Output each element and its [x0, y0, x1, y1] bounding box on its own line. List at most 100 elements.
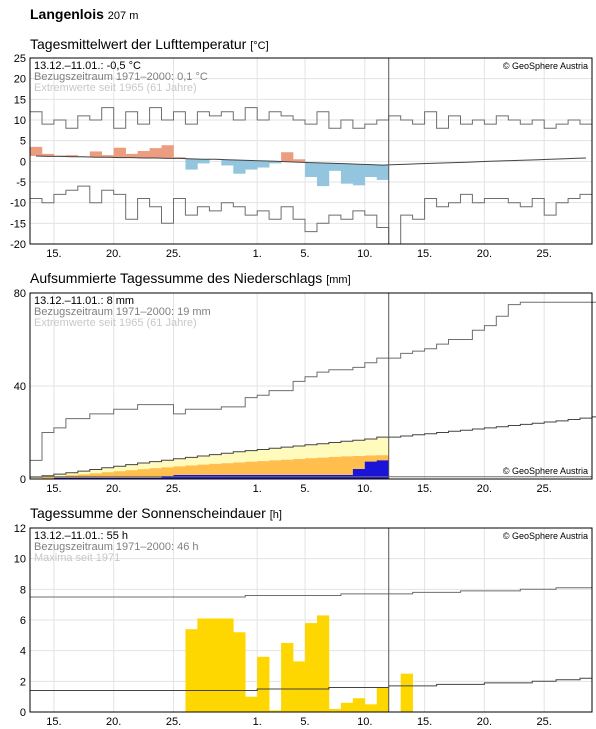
station-header: Langenlois 207 m [30, 6, 138, 22]
sunshine-bar [221, 618, 234, 712]
temperature-unit: [°C] [250, 40, 269, 52]
x-tick-label: 25. [166, 483, 181, 495]
reference-summary: Bezugszeitraum 1971–2000: 0,1 °C [34, 71, 208, 83]
y-tick-label: 80 [14, 288, 26, 300]
y-tick-label: 25 [14, 53, 26, 65]
sunshine-bar [269, 710, 282, 712]
sunshine-bar [328, 708, 342, 712]
temperature-bar [245, 160, 258, 170]
x-tick-label: 20. [477, 248, 492, 260]
normal-precip-line [30, 436, 389, 478]
max-extreme-line [30, 301, 596, 461]
y-tick-label: 20 [14, 74, 26, 86]
plot-frame [29, 527, 593, 713]
x-tick-label: 20. [477, 716, 492, 728]
reference-summary: Bezugszeitraum 1971–2000: 19 mm [34, 306, 211, 318]
y-tick-label: -5 [16, 177, 26, 189]
x-tick-label: 15. [417, 248, 432, 260]
extremes-note: Extremwerte seit 1965 (61 Jahre) [34, 317, 197, 329]
extremes-note: Maxima seit 1971 [34, 552, 120, 564]
temperature-bar [173, 157, 186, 159]
sunshine-bar [209, 618, 222, 712]
temperature-panel-title: Tagesmittelwert der Lufttemperatur [°C] [30, 36, 269, 52]
period-summary: 13.12.–11.01.: 55 h [34, 530, 128, 542]
sunshine-panel-title: Tagessumme der Sonnenscheindauer [h] [30, 505, 282, 521]
sunshine-title: Tagessumme der Sonnenscheindauer [30, 505, 266, 521]
x-tick-label: 20. [106, 483, 121, 495]
temperature-bar [316, 162, 330, 187]
station-elevation: 207 m [107, 10, 139, 22]
temperature-bar [233, 160, 246, 174]
sunshine-bar [316, 615, 330, 712]
x-tick-label: 10. [357, 483, 372, 495]
sunshine-bar [364, 704, 378, 712]
chart-panel-precip: 80 40 0 15. 20. 25. 1. 5. 10. 15. 20. 25. 13.12.–11.… [14, 288, 596, 495]
precip-panel-title: Aufsummierte Tagessumme des Niederschlag… [30, 270, 351, 286]
temperature-bar [149, 148, 162, 159]
max-sunshine-line [30, 587, 592, 598]
normal-low-precip-area [30, 455, 389, 479]
x-tick-label: 15. [417, 483, 432, 495]
copyright: © GeoSphere Austria [503, 531, 588, 541]
x-tick-label: 15. [46, 248, 61, 260]
sunshine-unit: [h] [269, 509, 282, 521]
y-tick-label: 10 [14, 554, 26, 566]
x-tick-label: 25. [537, 483, 552, 495]
sunshine-bar [245, 696, 258, 712]
y-tick-label: 40 [14, 381, 26, 393]
sunshine-bar [257, 656, 270, 712]
x-tick-label: 15. [46, 483, 61, 495]
temperature-bar [137, 151, 150, 159]
x-tick-label: 10. [357, 716, 372, 728]
normal-precip-future-line [388, 416, 596, 438]
x-tick-label: 10. [357, 248, 372, 260]
sunshine-bar [185, 629, 198, 712]
x-tick-label: 5. [300, 248, 309, 260]
y-tick-label: 0 [20, 707, 26, 719]
y-tick-label: 2 [20, 676, 26, 688]
sunshine-bar [281, 643, 294, 712]
y-tick-label: 8 [20, 584, 26, 596]
y-tick-label: 15 [14, 94, 26, 106]
sunshine-bar [293, 661, 306, 712]
temperature-bar [41, 153, 55, 157]
sunshine-bar [197, 618, 210, 712]
temperature-bar [269, 161, 282, 164]
temperature-bar [293, 159, 306, 163]
x-tick-label: 15. [46, 716, 61, 728]
x-tick-label: 5. [300, 716, 309, 728]
plot-frame [29, 57, 593, 245]
temperature-bar [65, 155, 79, 157]
sunshine-bar [340, 702, 354, 712]
x-tick-label: 20. [106, 248, 121, 260]
temperature-bar [328, 163, 342, 171]
normal-sunshine-line [30, 677, 592, 691]
y-tick-label: -15 [10, 218, 26, 230]
normal-line [35, 155, 587, 166]
sunshine-bar [400, 673, 413, 712]
x-tick-label: 25. [537, 716, 552, 728]
y-tick-label: -20 [10, 239, 26, 251]
reference-summary: Bezugszeitraum 1971–2000: 46 h [34, 541, 199, 553]
station-name: Langenlois [30, 6, 104, 22]
temperature-bar [364, 164, 378, 178]
x-tick-label: 20. [106, 716, 121, 728]
temperature-bar [113, 147, 126, 158]
temperature-bar [281, 152, 294, 162]
chart-panel-sunshine: 12 10 8 6 4 2 0 15. 20. 25. 1. 5. 10. 15. 20. 25. 13.12.… [14, 523, 593, 728]
extremes-note: Extremwerte seit 1965 (61 Jahre) [34, 82, 197, 94]
sunshine-bar [305, 623, 318, 712]
min-extreme-line [30, 185, 592, 245]
x-tick-label: 25. [537, 248, 552, 260]
copyright: © GeoSphere Austria [503, 61, 588, 71]
y-tick-label: 0 [20, 156, 26, 168]
temperature-bar [352, 164, 366, 186]
temperature-bar [101, 155, 115, 158]
y-tick-label: -10 [10, 198, 26, 210]
temperature-bar [30, 146, 43, 156]
temperature-bar [89, 151, 103, 158]
y-tick-label: 4 [20, 646, 26, 658]
sunshine-bar [352, 698, 366, 712]
y-tick-label: 6 [20, 615, 26, 627]
